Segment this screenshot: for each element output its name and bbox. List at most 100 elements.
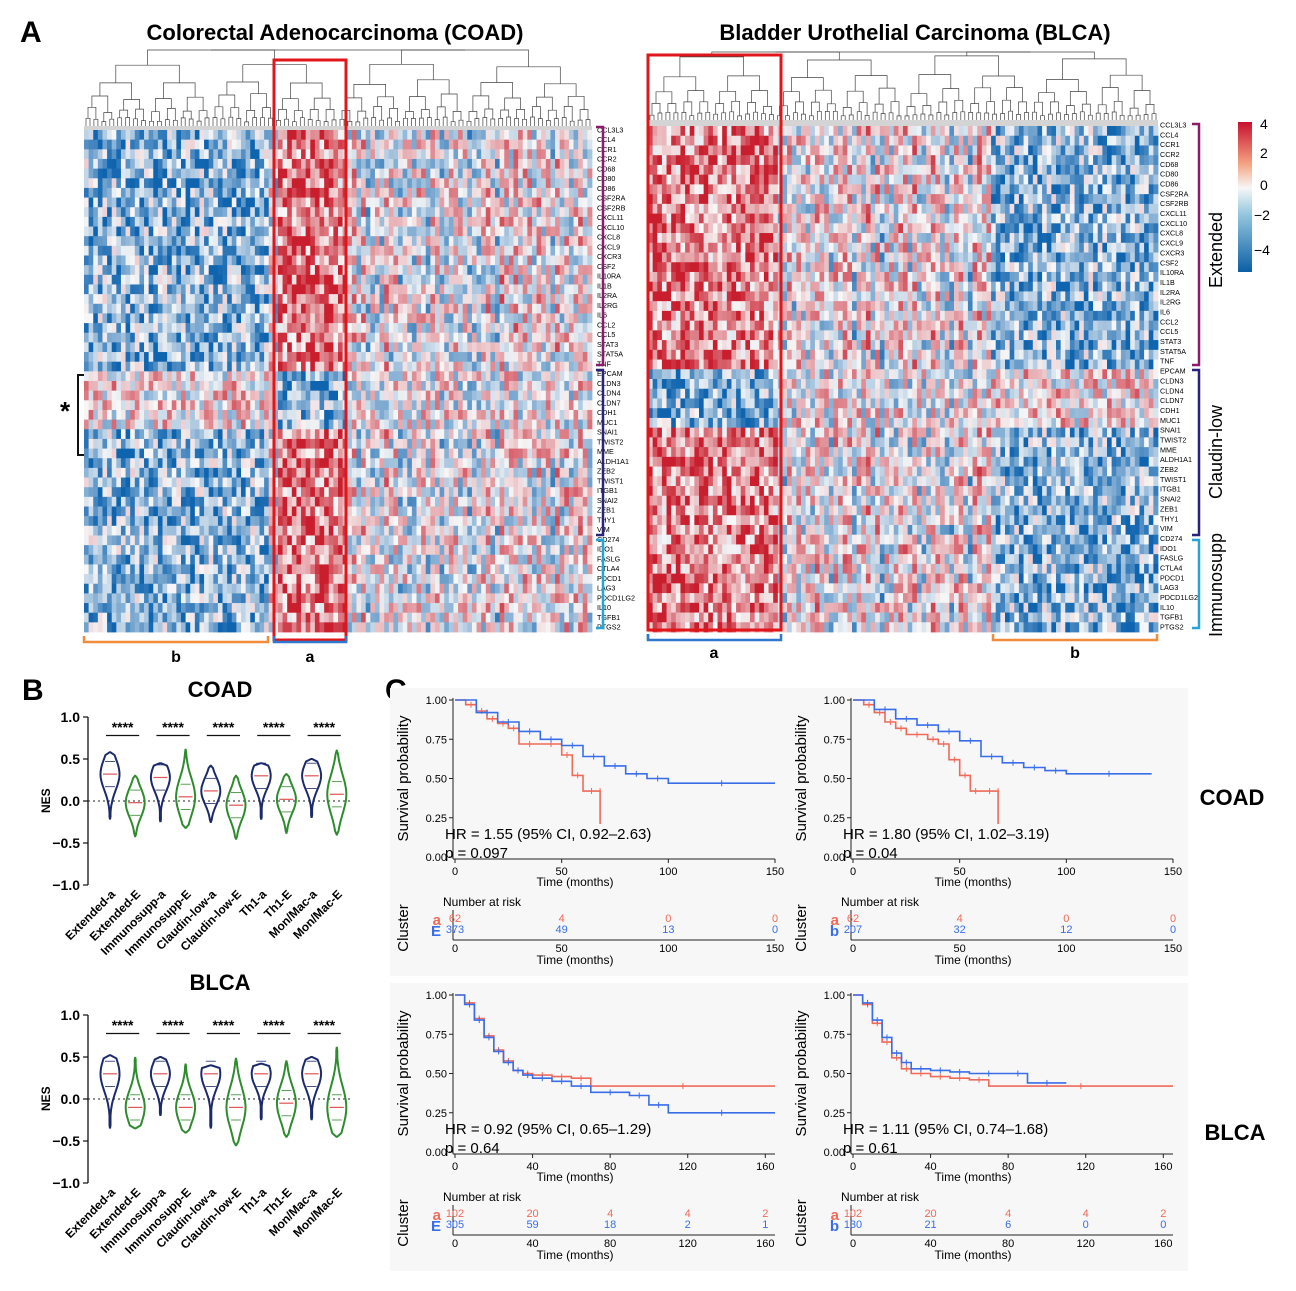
heatmap-cell — [227, 458, 233, 469]
heatmap-cell — [416, 390, 422, 401]
heatmap-cell — [458, 622, 464, 633]
heatmap-cell — [421, 168, 427, 179]
heatmap-cell — [84, 216, 90, 227]
heatmap-cell — [476, 245, 482, 256]
heatmap-cell — [485, 458, 491, 469]
heatmap-cell — [411, 236, 417, 247]
heatmap-cell — [120, 187, 126, 198]
heatmap-cell — [93, 255, 99, 266]
heatmap-cell — [462, 612, 468, 623]
heatmap-cell — [338, 323, 344, 334]
heatmap-cell — [356, 496, 362, 507]
dendrogram-branch — [561, 117, 567, 126]
heatmap-cell — [398, 622, 404, 633]
heatmap-cell — [176, 390, 182, 401]
heatmap-cell — [411, 303, 417, 314]
dendrogram-branch — [1113, 100, 1123, 116]
heatmap-cell — [116, 381, 122, 392]
heatmap-cell — [347, 149, 353, 160]
heatmap-cell — [116, 342, 122, 353]
dendrogram-branch — [119, 109, 129, 118]
heatmap-cell — [374, 342, 380, 353]
dendrogram-branch — [934, 55, 999, 76]
heatmap-cell — [485, 448, 491, 459]
heatmap-cell — [324, 158, 330, 170]
heatmap-cell — [259, 284, 265, 295]
heatmap-cell — [116, 284, 122, 295]
heatmap-cell — [130, 419, 136, 430]
heatmap-cell — [185, 409, 191, 421]
heatmap-cell — [416, 187, 422, 198]
heatmap-cell — [430, 236, 436, 247]
heatmap-cell — [462, 332, 468, 343]
dendrogram-branch — [403, 117, 408, 126]
heatmap-cell — [499, 603, 505, 614]
heatmap-cell — [250, 361, 256, 372]
heatmap-cell — [481, 525, 487, 536]
heatmap-cell — [499, 352, 505, 363]
heatmap-cell — [88, 294, 94, 305]
heatmap-cell — [282, 409, 288, 421]
heatmap-cell — [116, 332, 122, 343]
heatmap-cell — [125, 612, 131, 623]
heatmap-cell — [453, 130, 459, 141]
heatmap-cell — [134, 564, 140, 575]
heatmap-cell — [259, 593, 265, 604]
heatmap-cell — [111, 187, 117, 198]
heatmap-cell — [120, 207, 126, 218]
heatmap-cell — [208, 477, 214, 488]
heatmap-cell — [416, 207, 422, 218]
heatmap-cell — [448, 284, 454, 295]
heatmap-cell — [282, 438, 288, 449]
heatmap-cell — [467, 390, 473, 401]
heatmap-cell — [250, 130, 256, 141]
heatmap-cell — [102, 429, 108, 440]
heatmap-cell — [204, 390, 210, 401]
heatmap-cell — [338, 294, 344, 305]
heatmap-cell — [402, 554, 408, 565]
dendrogram-branch — [442, 116, 448, 126]
heatmap-cell — [277, 255, 283, 266]
heatmap-cell — [416, 487, 422, 498]
heatmap-cell — [444, 197, 450, 208]
heatmap-cell — [347, 294, 353, 305]
heatmap-cell — [268, 603, 274, 614]
heatmap-cell — [439, 477, 445, 488]
heatmap-cell — [84, 342, 90, 353]
heatmap-cell — [402, 323, 408, 334]
heatmap-cell — [499, 245, 505, 256]
heatmap-cell — [130, 448, 136, 459]
heatmap-cell — [485, 236, 491, 247]
heatmap-cell — [490, 381, 496, 392]
heatmap-cell — [148, 323, 154, 334]
heatmap-cell — [236, 255, 242, 266]
heatmap-cell — [416, 603, 422, 614]
heatmap-cell — [153, 506, 159, 517]
heatmap-cell — [467, 593, 473, 604]
heatmap-cell — [430, 274, 436, 285]
heatmap-cell — [407, 352, 413, 363]
heatmap-cell — [194, 255, 200, 266]
heatmap-cell — [227, 294, 233, 305]
heatmap-cell — [393, 583, 399, 594]
heatmap-cell — [361, 207, 367, 218]
heatmap-cell — [167, 564, 173, 575]
heatmap-cell — [430, 139, 436, 150]
heatmap-cell — [471, 149, 477, 160]
heatmap-cell — [93, 525, 99, 536]
heatmap-cell — [162, 506, 168, 517]
heatmap-cell — [176, 178, 182, 189]
heatmap-cell — [97, 506, 103, 517]
heatmap-cell — [171, 448, 177, 459]
heatmap-cell — [388, 564, 394, 575]
heatmap-cell — [241, 545, 247, 556]
heatmap-cell — [471, 448, 477, 459]
heatmap-cell — [398, 168, 404, 179]
dendrogram-branch — [147, 49, 275, 66]
dendrogram-branch — [166, 108, 176, 121]
heatmap-cell — [324, 574, 330, 585]
heatmap-cell — [241, 255, 247, 266]
heatmap-cell — [439, 390, 445, 401]
heatmap-cell — [176, 342, 182, 353]
heatmap-cell — [130, 516, 136, 527]
